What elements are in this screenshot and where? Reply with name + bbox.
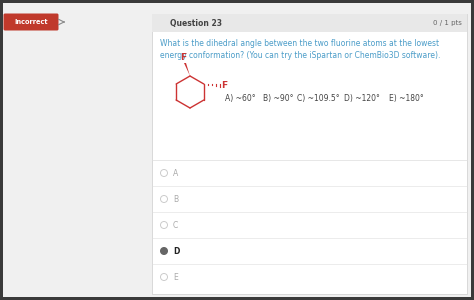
FancyBboxPatch shape	[3, 3, 471, 297]
FancyBboxPatch shape	[152, 14, 467, 32]
Text: Question 23: Question 23	[170, 19, 222, 28]
FancyBboxPatch shape	[152, 14, 467, 294]
Circle shape	[161, 248, 167, 254]
Text: A: A	[173, 169, 178, 178]
Text: D) ~120°: D) ~120°	[344, 94, 380, 103]
FancyBboxPatch shape	[3, 14, 58, 31]
Text: B) ~90°: B) ~90°	[263, 94, 293, 103]
Text: 0 / 1 pts: 0 / 1 pts	[433, 20, 462, 26]
Text: F: F	[221, 80, 227, 89]
Text: A) ~60°: A) ~60°	[225, 94, 255, 103]
Text: D: D	[173, 247, 179, 256]
Text: E: E	[173, 273, 178, 282]
Polygon shape	[184, 63, 190, 76]
Text: F: F	[180, 53, 186, 62]
Text: Incorrect: Incorrect	[14, 20, 48, 26]
Text: C) ~109.5°: C) ~109.5°	[297, 94, 339, 103]
Text: C: C	[173, 221, 178, 230]
Text: E) ~180°: E) ~180°	[389, 94, 423, 103]
Text: B: B	[173, 195, 178, 204]
Text: energy conformation? (You can try the iSpartan or ChemBio3D software).: energy conformation? (You can try the iS…	[160, 50, 440, 59]
Text: What is the dihedral angle between the two fluorine atoms at the lowest: What is the dihedral angle between the t…	[160, 40, 439, 49]
